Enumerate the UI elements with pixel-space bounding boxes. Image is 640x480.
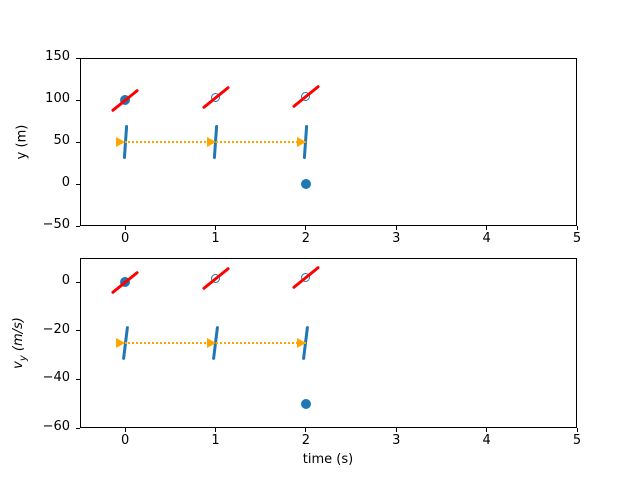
x-tick-mark xyxy=(486,226,488,230)
y-average-step-marker xyxy=(116,137,126,147)
x-tick-mark xyxy=(576,226,578,230)
y-tick-mark xyxy=(76,57,80,59)
x-tick-label: 5 xyxy=(572,231,582,246)
y-tick-label: 0 xyxy=(61,175,70,190)
y-axis-label-velocity-sub: y xyxy=(17,355,29,362)
y-average-step-marker xyxy=(296,137,306,147)
x-tick-label: 4 xyxy=(482,433,491,448)
y-tick-label: −60 xyxy=(42,419,70,434)
y-tick-label: −50 xyxy=(42,217,70,232)
vy-filled-points-marker xyxy=(300,398,311,409)
y-tick-label: 150 xyxy=(45,49,70,64)
x-tick-label: 0 xyxy=(121,433,130,448)
x-tick-mark xyxy=(124,226,126,230)
y-tick-mark xyxy=(76,427,80,429)
x-tick-label: 5 xyxy=(572,433,582,448)
x-tick-label: 3 xyxy=(392,231,401,246)
vy-average-step-marker xyxy=(116,338,126,348)
x-tick-mark xyxy=(395,428,397,432)
y-tick-mark xyxy=(76,141,80,143)
x-tick-label: 3 xyxy=(392,433,401,448)
x-tick-label: 0 xyxy=(121,231,130,246)
x-tick-mark xyxy=(395,226,397,230)
x-tick-mark xyxy=(305,226,307,230)
y-tick-label: 100 xyxy=(45,91,70,106)
y-axis-label-velocity-v: v xyxy=(11,361,27,369)
subplot-frame-1 xyxy=(80,258,577,428)
y-tick-mark xyxy=(76,183,80,185)
y-tick-label: 50 xyxy=(53,133,70,148)
y-tick-label: −20 xyxy=(42,321,70,337)
subplot-frame-0 xyxy=(80,58,577,226)
x-tick-mark xyxy=(124,428,126,432)
x-tick-mark xyxy=(305,428,307,432)
y-average-step-line xyxy=(125,140,306,143)
y-average-step-marker xyxy=(206,137,216,147)
y-tick-label: −40 xyxy=(42,370,70,386)
vy-average-step-marker xyxy=(296,338,306,348)
x-tick-label: 2 xyxy=(301,231,311,246)
x-axis-label-time: time (s) xyxy=(302,452,354,467)
x-tick-label: 2 xyxy=(301,433,311,448)
x-tick-label: 1 xyxy=(211,231,220,246)
x-tick-label: 1 xyxy=(211,433,220,448)
x-tick-mark xyxy=(215,428,217,432)
x-tick-mark xyxy=(215,226,217,230)
x-tick-label: 4 xyxy=(482,231,491,246)
y-tick-mark xyxy=(76,99,80,101)
y-filled-points-marker xyxy=(300,179,311,189)
x-tick-mark xyxy=(486,428,488,432)
y-tick-mark xyxy=(76,225,80,227)
y-tick-mark xyxy=(76,281,80,283)
y-tick-mark xyxy=(76,330,80,332)
y-tick-label: 0 xyxy=(61,273,70,289)
x-tick-mark xyxy=(576,428,578,432)
y-tick-mark xyxy=(76,378,80,380)
vy-average-step-marker xyxy=(206,338,216,348)
vy-average-step-line xyxy=(125,341,306,344)
